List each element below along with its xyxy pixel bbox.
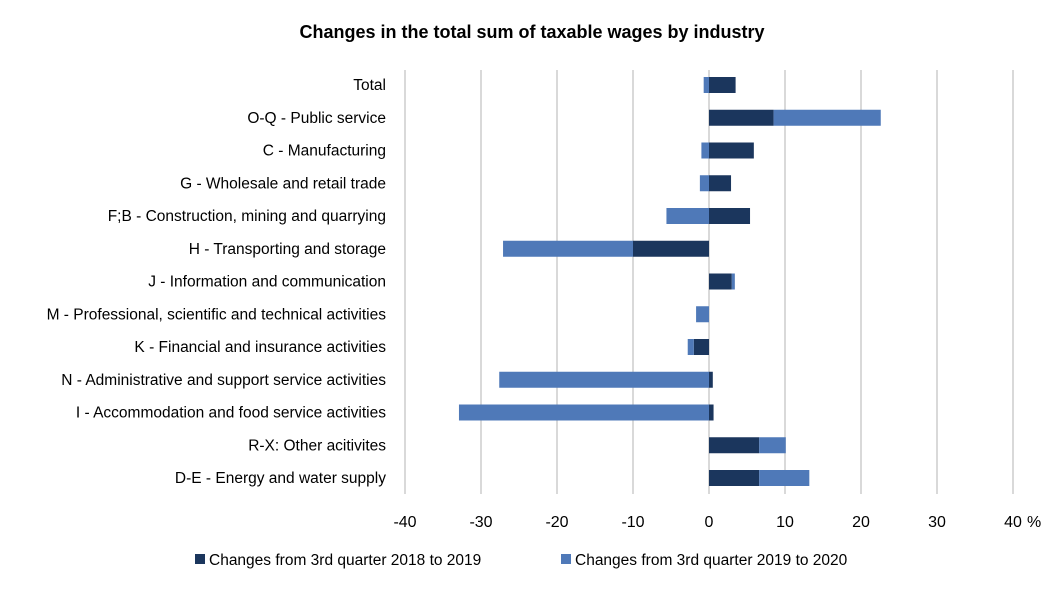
bar-2018-2019 [709,208,751,224]
bar-2019-2020 [687,339,694,355]
x-tick-label: -40 [393,514,416,531]
bar-2019-2020 [759,437,786,454]
legend-label: Changes from 3rd quarter 2019 to 2020 [575,552,848,569]
bar-2018-2019 [709,470,760,486]
bar-2018-2019 [709,175,732,192]
bar-2018-2019 [709,437,760,454]
category-label: G - Wholesale and retail trade [180,175,386,192]
bar-2019-2020 [773,109,881,126]
bar-2018-2019 [693,339,709,355]
category-label: J - Information and communication [148,274,386,291]
legend-swatch [195,554,205,564]
bar-2018-2019 [709,77,736,93]
bar-2019-2020 [703,77,709,93]
x-tick-label: 20 [852,514,870,531]
bar-2019-2020 [458,404,709,421]
category-label: D-E - Energy and water supply [175,470,386,487]
x-tick-label: 0 [705,514,714,531]
bar-2019-2020 [696,306,709,323]
x-tick-label: 40 [1004,514,1022,531]
bar-2019-2020 [759,470,810,486]
category-label: I - Accommodation and food service activ… [76,405,386,422]
bar-2018-2019 [709,273,732,290]
bar-2018-2019 [709,371,713,388]
legend-label: Changes from 3rd quarter 2018 to 2019 [209,552,481,569]
legend: Changes from 3rd quarter 2018 to 2019 Cha… [195,552,848,569]
category-label: H - Transporting and storage [189,241,386,258]
x-tick-label: -10 [621,514,644,531]
bar-2019-2020 [666,208,709,224]
bar-2018-2019 [709,404,714,421]
category-label: K - Financial and insurance activities [134,339,386,356]
category-label: O-Q - Public service [247,110,386,127]
bar-2018-2019 [633,240,709,257]
x-tick-label: 10 [776,514,794,531]
chart-title: Changes in the total sum of taxable wage… [299,22,764,42]
bar-2019-2020 [503,240,633,257]
bar-2019-2020 [499,371,709,388]
x-axis-unit-label: % [1027,514,1041,531]
bar-2019-2020 [701,142,709,159]
legend-swatch [561,554,571,564]
category-label: F;B - Construction, mining and quarrying [108,208,386,225]
bar-2018-2019 [709,142,754,159]
category-label: M - Professional, scientific and technic… [47,306,387,323]
bar-2018-2019 [709,109,774,126]
x-tick-label: 30 [928,514,946,531]
category-label: R-X: Other acitivites [248,437,386,454]
category-label: N - Administrative and support service a… [61,372,386,389]
x-tick-label: -30 [469,514,492,531]
bar-2019-2020 [699,175,709,192]
bar-2019-2020 [731,273,735,290]
category-label: C - Manufacturing [263,143,386,160]
x-tick-label: -20 [545,514,568,531]
category-label: Total [353,77,386,94]
